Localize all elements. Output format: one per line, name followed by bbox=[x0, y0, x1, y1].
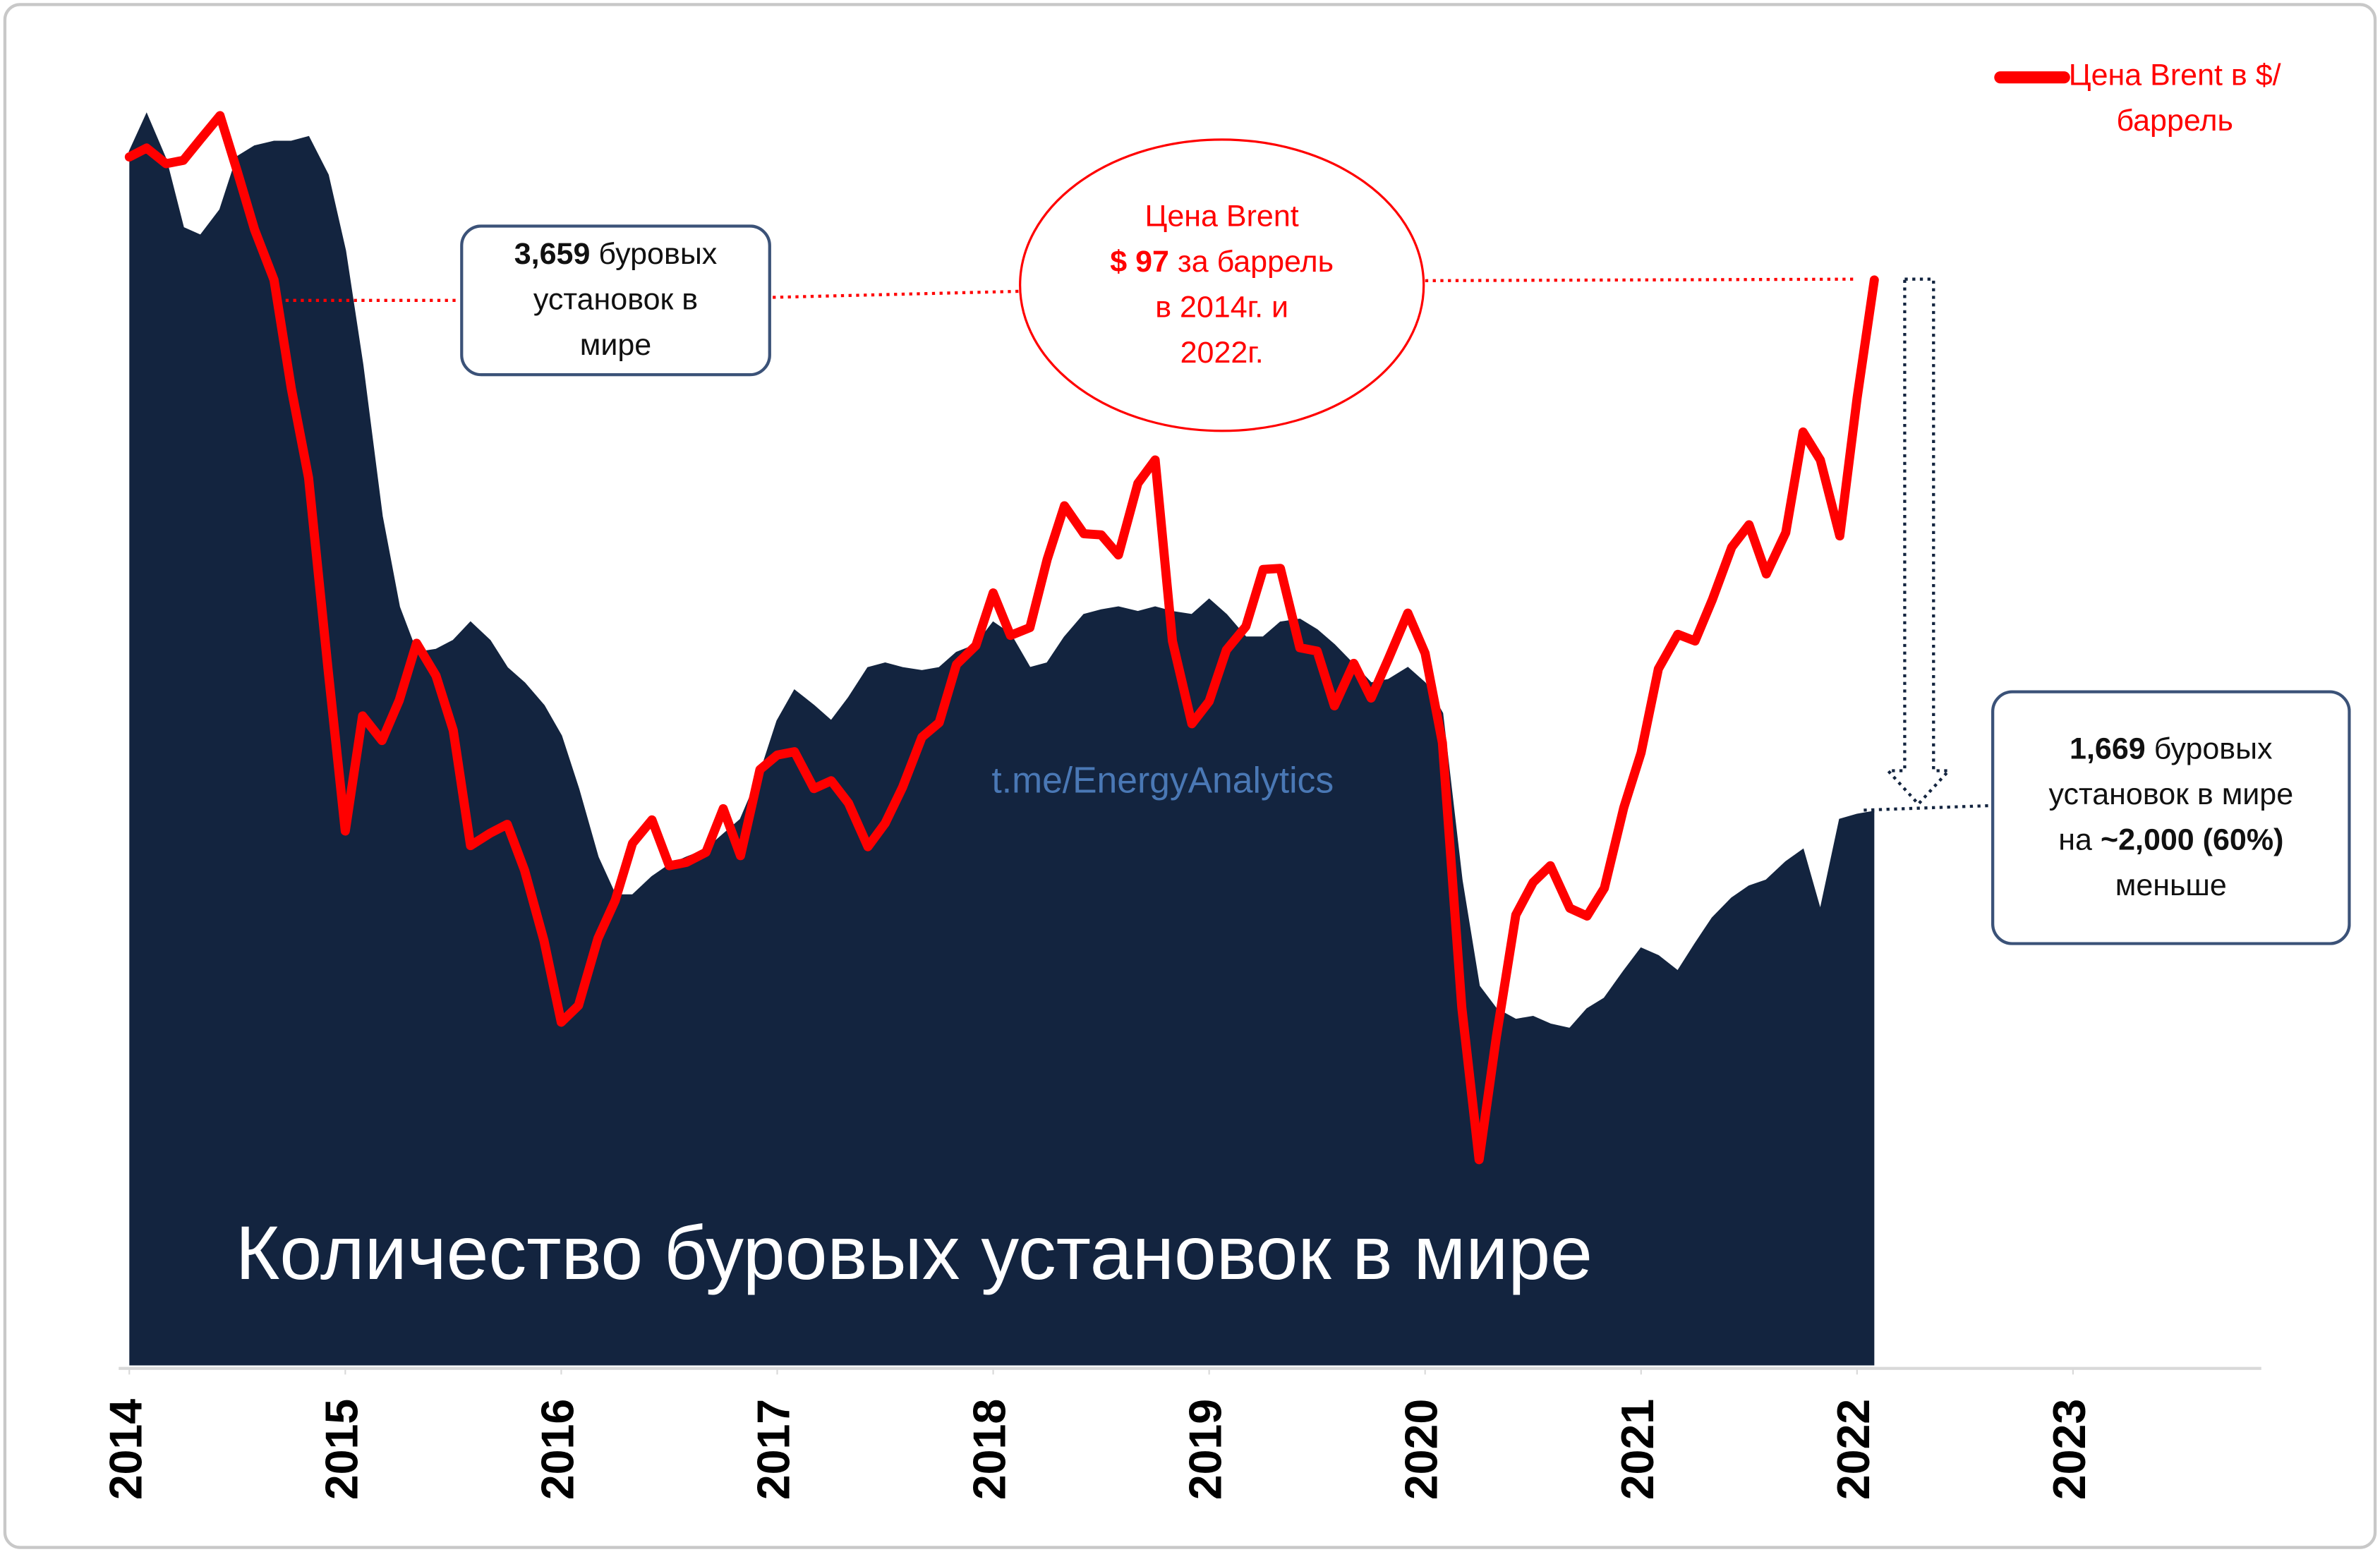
annotation-line: Цена Brent bbox=[1145, 194, 1299, 240]
annotation: 1,669 буровых установок в мире на ~2,000 (60… bbox=[1991, 690, 2351, 945]
annotation-line: меньше bbox=[2115, 863, 2227, 909]
series-lines bbox=[124, 111, 1879, 1165]
annotation-text: за баррель bbox=[1178, 245, 1334, 279]
x-tick-label: 2021 bbox=[1612, 1399, 1663, 1501]
annotation-ellipse bbox=[1019, 138, 1425, 432]
x-tick-label: 2019 bbox=[1180, 1399, 1231, 1501]
annotation-emphasis: ~2,000 (60%) bbox=[2100, 823, 2284, 858]
legend-label: Цена Brent в $/баррель bbox=[2068, 59, 2281, 138]
x-tick-label: 2023 bbox=[2044, 1399, 2095, 1501]
annotation-text: в 2014г. и bbox=[1155, 291, 1289, 325]
x-tick-label: 2017 bbox=[749, 1399, 799, 1501]
series-label: Количество буровых установок в мире bbox=[236, 1211, 1593, 1295]
x-tick-label: 2016 bbox=[532, 1399, 583, 1501]
annotation-text: буровых bbox=[598, 238, 718, 272]
annotation-line: установок в мире bbox=[2049, 772, 2294, 818]
annotation-text: установок в bbox=[533, 284, 699, 317]
annotation-line: установок в bbox=[533, 278, 698, 324]
annotation-text: Цена Brent bbox=[1144, 200, 1299, 234]
annotation-text: на bbox=[2058, 823, 2092, 858]
annotation-line: мире bbox=[580, 323, 651, 369]
x-tick-label: 2022 bbox=[1828, 1399, 1879, 1501]
annotation-line: 1,669 буровых bbox=[2070, 727, 2273, 772]
annotation-text: буровых bbox=[2154, 732, 2273, 767]
x-tick-label: 2015 bbox=[316, 1399, 367, 1501]
annotation: 3,659 буровых установок в мире bbox=[460, 224, 771, 377]
connector bbox=[1425, 277, 1855, 282]
line bbox=[124, 111, 1879, 1165]
area-fill bbox=[129, 114, 1875, 1366]
watermark: t.me/EnergyAnalytics bbox=[991, 759, 1334, 800]
annotation-line: 3,659 буровых bbox=[514, 232, 718, 278]
x-tick-label: 2018 bbox=[965, 1399, 1015, 1501]
x-tick-label: 2020 bbox=[1396, 1399, 1447, 1501]
annotation-box: 1,669 буровых установок в мире на ~2,000 (60… bbox=[1991, 690, 2351, 945]
legend: Цена Brent в $/баррель bbox=[1994, 59, 2281, 138]
x-tick-label: 2014 bbox=[100, 1399, 151, 1501]
connector bbox=[773, 289, 1020, 299]
annotation-box: 3,659 буровых установок в мире bbox=[460, 224, 771, 377]
annotation-text: 2022г. bbox=[1180, 337, 1264, 370]
x-axis: 2014 2015 2016 2017 2018 2019 2020 2021 2022 2023 bbox=[100, 1368, 2095, 1501]
legend-entry: Цена Brent в $/баррель bbox=[2068, 59, 2281, 138]
annotation-line: $ 97 за баррель bbox=[1110, 240, 1334, 286]
annotation-line: 2022г. bbox=[1180, 331, 1264, 377]
annotation-emphasis: $ 97 bbox=[1110, 245, 1169, 279]
annotation-emphasis: 1,669 bbox=[2070, 732, 2146, 767]
connector bbox=[1863, 804, 1992, 812]
annotation-box: Цена Brent $ 97 за баррель в 2014г. и 2022г. bbox=[1047, 179, 1396, 392]
annotation-text: мире bbox=[579, 329, 652, 363]
annotation-text: меньше bbox=[2115, 869, 2227, 903]
annotation-emphasis: 3,659 bbox=[514, 238, 591, 272]
arrow bbox=[1884, 277, 1952, 806]
annotation-text: установок в мире bbox=[2048, 778, 2294, 812]
annotation-line: в 2014г. и bbox=[1155, 285, 1288, 331]
annotation: Цена Brent $ 97 за баррель в 2014г. и 2022г. bbox=[1047, 179, 1396, 392]
annotation-line: на ~2,000 (60%) bbox=[2058, 818, 2283, 863]
